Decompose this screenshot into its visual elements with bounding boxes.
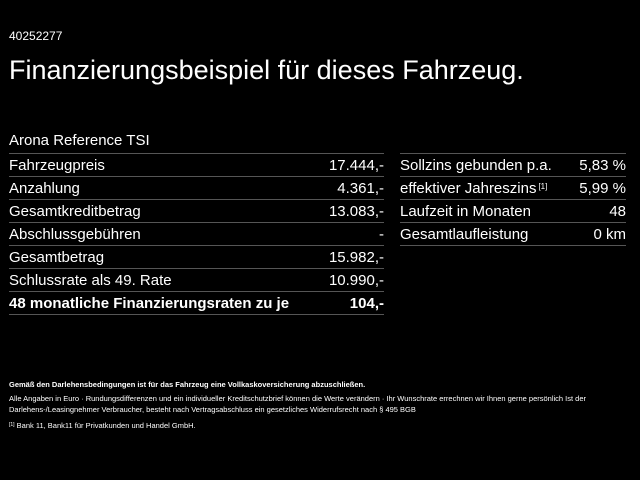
footnote: [1] Bank 11, Bank11 für Privatkunden und… bbox=[9, 420, 629, 431]
table-row: Anzahlung 4.361,- bbox=[9, 177, 384, 200]
row-value: 15.982,- bbox=[328, 248, 384, 266]
row-label: Gesamtkreditbetrag bbox=[9, 202, 141, 220]
disclaimer: Alle Angaben in Euro · Rundungsdifferenz… bbox=[9, 394, 587, 414]
row-label: Sollzins gebunden p.a. bbox=[400, 156, 552, 174]
footnote-marker: [1] bbox=[9, 422, 15, 428]
row-value: 104,- bbox=[349, 294, 384, 312]
table-row: Gesamtlaufleistung 0 km bbox=[400, 223, 626, 246]
table-row: effektiver Jahreszins [1] 5,99 % bbox=[400, 177, 626, 200]
row-value: 5,83 % bbox=[579, 156, 626, 174]
row-value: 0 km bbox=[593, 225, 626, 243]
row-value: - bbox=[379, 225, 384, 243]
row-value: 4.361,- bbox=[337, 179, 384, 197]
table-row: Laufzeit in Monaten 48 bbox=[400, 200, 626, 223]
page-title: Finanzierungsbeispiel für dieses Fahrzeu… bbox=[9, 55, 524, 85]
row-value: 48 bbox=[609, 202, 626, 220]
row-label: 48 monatliche Finanzierungsraten zu je bbox=[9, 294, 290, 312]
vehicle-id: 40252277 bbox=[9, 29, 63, 43]
monthly-rate-row: 48 monatliche Finanzierungsraten zu je 1… bbox=[9, 292, 384, 315]
row-value: 17.444,- bbox=[328, 156, 384, 174]
row-label: Laufzeit in Monaten bbox=[400, 202, 531, 220]
row-value: 13.083,- bbox=[328, 202, 384, 220]
row-label: Fahrzeugpreis bbox=[9, 156, 105, 174]
row-label: effektiver Jahreszins [1] bbox=[400, 180, 547, 197]
table-row: Fahrzeugpreis 17.444,- bbox=[9, 154, 384, 177]
row-value: 10.990,- bbox=[328, 271, 384, 289]
footnote-marker: [1] bbox=[538, 181, 548, 191]
row-label: Gesamtlaufleistung bbox=[400, 225, 529, 243]
row-label: Anzahlung bbox=[9, 179, 80, 197]
row-label: Abschlussgebühren bbox=[9, 225, 141, 243]
table-row: Sollzins gebunden p.a. 5,83 % bbox=[400, 154, 626, 177]
row-label-text: effektiver Jahreszins bbox=[400, 179, 537, 197]
table-row: Gesamtkreditbetrag 13.083,- bbox=[9, 200, 384, 223]
footnote-text: Bank 11, Bank11 für Privatkunden und Han… bbox=[16, 421, 196, 430]
table-row: Schlussrate als 49. Rate 10.990,- bbox=[9, 269, 384, 292]
vehicle-model: Arona Reference TSI bbox=[9, 132, 150, 149]
table-row: Abschlussgebühren - bbox=[9, 223, 384, 246]
row-value: 5,99 % bbox=[579, 179, 626, 197]
insurance-note: Gemäß den Darlehensbedingungen ist für d… bbox=[9, 380, 366, 389]
interest-table: Sollzins gebunden p.a. 5,83 % effektiver… bbox=[400, 153, 626, 246]
row-label: Schlussrate als 49. Rate bbox=[9, 271, 172, 289]
row-label: Gesamtbetrag bbox=[9, 248, 105, 266]
financing-table: Fahrzeugpreis 17.444,- Anzahlung 4.361,-… bbox=[9, 153, 384, 315]
table-row: Gesamtbetrag 15.982,- bbox=[9, 246, 384, 269]
